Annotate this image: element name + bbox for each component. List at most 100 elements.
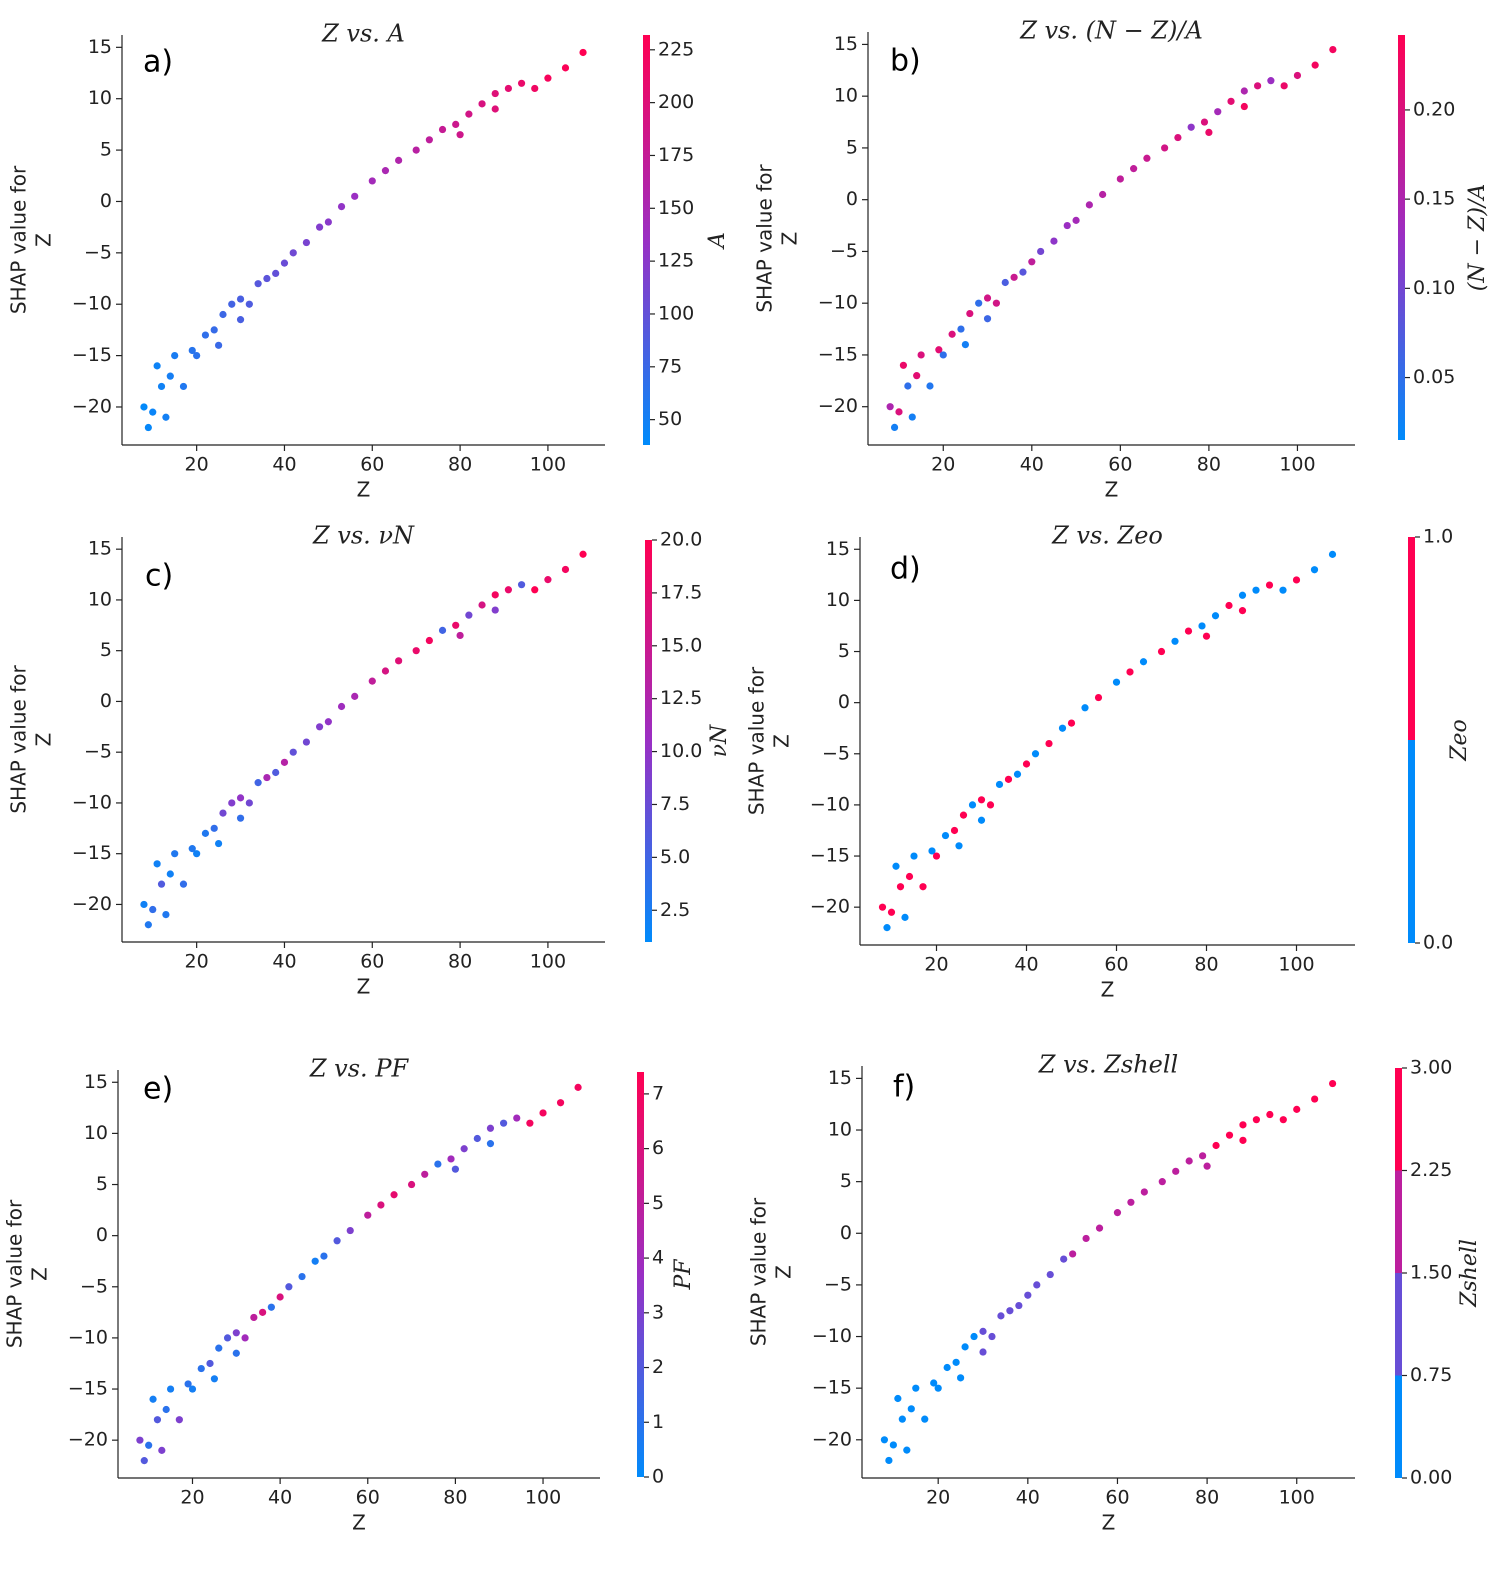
colorbar-tick-label: 0.0	[1423, 932, 1453, 954]
point	[280, 758, 289, 766]
point	[995, 780, 1004, 789]
point	[236, 814, 245, 822]
x-tick-label: 60	[356, 1487, 380, 1509]
point	[968, 801, 977, 809]
y-tick-label: −5	[824, 1273, 852, 1295]
point	[1081, 704, 1089, 712]
point	[272, 269, 280, 277]
colorbar-tick-label: 15.0	[660, 634, 702, 656]
point	[223, 1334, 232, 1342]
point	[320, 1252, 328, 1260]
colorbar-tick-label: 0.05	[1413, 366, 1455, 388]
y-tick-label: −5	[84, 241, 112, 263]
point	[136, 1436, 144, 1444]
point	[452, 120, 460, 128]
colorbar-tick-label: 0.00	[1410, 1467, 1452, 1489]
y-tick-label: 0	[840, 1222, 852, 1244]
point	[368, 677, 376, 685]
point	[957, 1374, 965, 1382]
point	[232, 1349, 240, 1357]
point	[421, 1170, 429, 1178]
y-tick-label: 15	[88, 538, 112, 560]
point	[245, 300, 253, 308]
point	[465, 611, 473, 619]
point	[171, 352, 179, 360]
x-tick-label: 100	[1279, 1487, 1315, 1509]
point	[166, 870, 174, 878]
chart-title: Z vs. PF	[309, 1055, 410, 1083]
point	[210, 824, 218, 832]
y-tick-label: −10	[72, 791, 112, 813]
y-tick-label: 10	[84, 1122, 108, 1144]
point	[928, 847, 936, 855]
point	[434, 1160, 442, 1168]
y-tick-label: 15	[834, 33, 858, 55]
y-tick-label: 5	[840, 1170, 852, 1192]
point	[983, 315, 992, 323]
point	[1240, 87, 1248, 95]
y-tick-label: −20	[818, 395, 858, 417]
point	[898, 1415, 906, 1423]
point	[210, 326, 218, 334]
point	[1203, 1162, 1211, 1170]
x-tick-label: 100	[530, 951, 566, 973]
panel: Z vs. Zeo d) −20 −15 −10 −5 0 5 10 15 20 40 60 80 100 Z…	[745, 522, 1473, 1002]
point	[912, 1384, 920, 1392]
point	[381, 167, 390, 175]
y-tick-label: 10	[88, 87, 112, 109]
point	[561, 565, 570, 574]
point	[1266, 1110, 1274, 1119]
point	[517, 581, 526, 589]
point	[1171, 637, 1179, 645]
point	[1198, 622, 1206, 630]
point	[166, 372, 174, 380]
point	[188, 1385, 197, 1393]
y-tick-label: −5	[80, 1275, 108, 1297]
point	[1252, 1116, 1260, 1124]
point	[456, 631, 464, 640]
colorbar-tick-label: 50	[658, 408, 682, 430]
y-tick-label: 15	[828, 1067, 852, 1089]
point	[1279, 1116, 1287, 1124]
y-tick-label: −10	[68, 1326, 108, 1348]
y-tick-label: 5	[846, 136, 858, 158]
x-tick-label: 20	[926, 1487, 950, 1509]
point	[1202, 632, 1211, 640]
point	[315, 723, 324, 731]
point	[544, 74, 552, 82]
point	[910, 852, 918, 860]
point	[504, 84, 512, 93]
point	[1238, 591, 1247, 599]
point	[1046, 1270, 1054, 1279]
point	[395, 156, 403, 164]
point	[1329, 45, 1337, 54]
point	[899, 361, 908, 369]
point	[395, 657, 403, 665]
point	[1214, 108, 1222, 116]
point	[276, 1293, 284, 1301]
point	[232, 1329, 240, 1337]
colorbar-label: Zshell	[1457, 1239, 1482, 1308]
x-tick-label: 20	[931, 454, 955, 476]
colorbar-label: νN	[707, 724, 732, 757]
colorbar	[1398, 35, 1405, 440]
point	[1022, 760, 1031, 768]
point	[1157, 647, 1166, 656]
y-tick-label: −15	[810, 845, 850, 867]
panel-label: d)	[890, 552, 921, 587]
point	[531, 586, 539, 594]
point	[289, 748, 297, 756]
colorbar-tick-label: 1	[652, 1411, 664, 1433]
point	[210, 1375, 218, 1383]
y-tick-label: −10	[818, 292, 858, 314]
point	[883, 924, 891, 932]
x-tick-label: 100	[1278, 954, 1314, 976]
point	[219, 809, 227, 817]
point	[932, 852, 941, 860]
point	[1174, 133, 1182, 142]
point	[1172, 1167, 1180, 1175]
point	[1200, 118, 1209, 126]
point	[465, 110, 473, 118]
